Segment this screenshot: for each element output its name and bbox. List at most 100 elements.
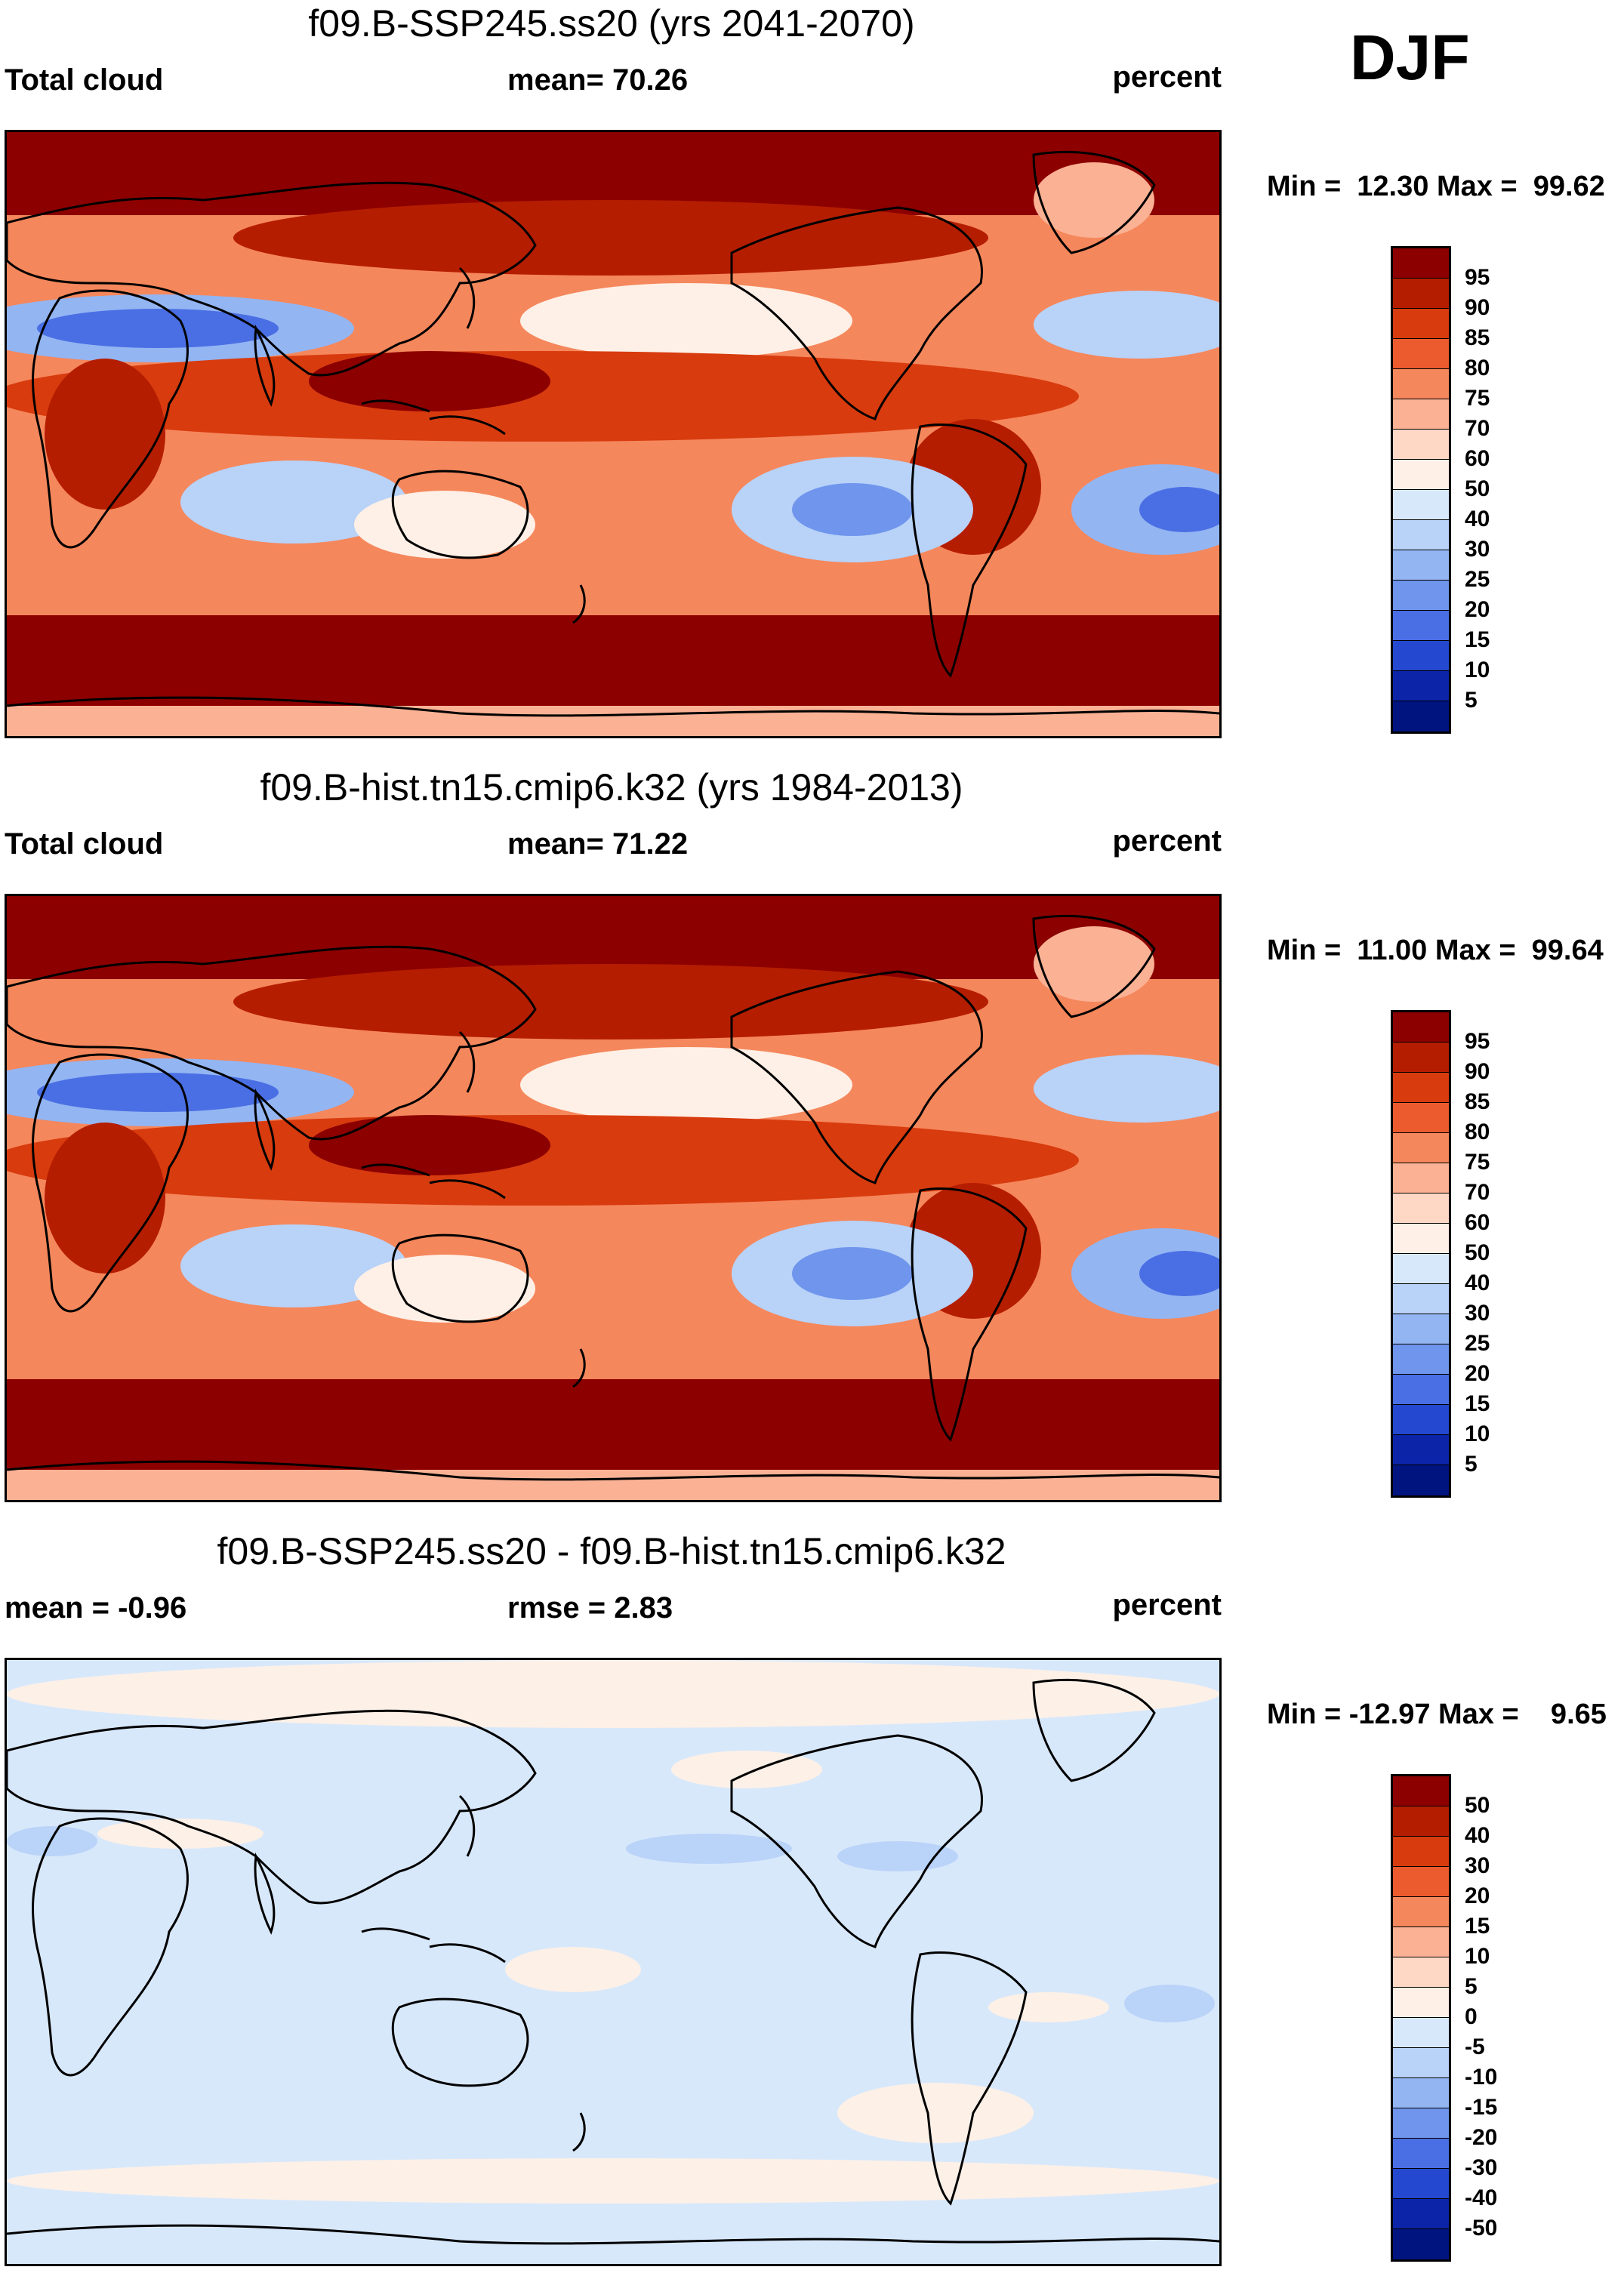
mean-label: mean= 71.22 xyxy=(507,827,689,861)
colorbar-box xyxy=(1393,1073,1449,1103)
colorbar-box xyxy=(1393,1988,1449,2018)
colorbar-box xyxy=(1393,1043,1449,1073)
colorbar-tick-label: 70 xyxy=(1465,416,1490,441)
colorbar-box xyxy=(1393,2048,1449,2078)
world-map xyxy=(5,894,1222,1502)
colorbar-box xyxy=(1393,2199,1449,2229)
colorbar-tick-label: 40 xyxy=(1465,1823,1490,1848)
colorbar-box xyxy=(1393,1314,1449,1344)
colorbar-box xyxy=(1393,2078,1449,2108)
colorbar-box xyxy=(1393,1375,1449,1405)
colorbar-tick-label: 40 xyxy=(1465,507,1490,531)
colorbar-tick-label: 50 xyxy=(1465,476,1490,501)
units-label: percent xyxy=(1112,824,1222,858)
colorbar-box xyxy=(1393,279,1449,309)
min-max-label: Min = 12.30 Max = 99.62 xyxy=(1267,171,1605,202)
colorbar-box xyxy=(1393,1133,1449,1163)
colorbar-tick-label: 60 xyxy=(1465,1210,1490,1235)
colorbar-box xyxy=(1393,248,1449,279)
colorbar-tick-label: 75 xyxy=(1465,386,1490,411)
colorbar-tick-label: 15 xyxy=(1465,1391,1490,1416)
panel-title: f09.B-SSP245.ss20 (yrs 2041-2070) xyxy=(308,2,915,45)
colorbar-tick-label: 10 xyxy=(1465,1944,1490,1969)
colorbar-box xyxy=(1393,1776,1449,1806)
colorbar-tick-label: 75 xyxy=(1465,1150,1490,1175)
colorbar-box xyxy=(1393,520,1449,550)
colorbar-tick-label: 80 xyxy=(1465,1120,1490,1144)
colorbar-box xyxy=(1393,1465,1449,1495)
colorbar-box xyxy=(1393,430,1449,460)
colorbar-tick-label: 50 xyxy=(1465,1793,1490,1818)
colorbar-tick-label: 70 xyxy=(1465,1180,1490,1205)
colorbar xyxy=(1391,1774,1451,2262)
colorbar-tick-label: 95 xyxy=(1465,1029,1490,1054)
colorbar-box xyxy=(1393,1344,1449,1375)
units-label: percent xyxy=(1112,60,1222,94)
colorbar-box xyxy=(1393,1927,1449,1957)
colorbar-tick-label: 90 xyxy=(1465,1059,1490,1084)
colorbar-tick-label: 10 xyxy=(1465,1421,1490,1446)
mean-label: mean = -0.96 xyxy=(5,1591,187,1625)
colorbar-tick-label: -50 xyxy=(1465,2216,1498,2241)
colorbar-box xyxy=(1393,2108,1449,2139)
season-label: DJF xyxy=(1350,22,1470,93)
colorbar-tick-label: -15 xyxy=(1465,2095,1498,2120)
colorbar-tick-label: 15 xyxy=(1465,1914,1490,1939)
colorbar-tick-label: 20 xyxy=(1465,1361,1490,1386)
colorbar-tick-label: -30 xyxy=(1465,2155,1498,2180)
colorbar-tick-label: 85 xyxy=(1465,1089,1490,1114)
colorbar-box xyxy=(1393,611,1449,641)
colorbar-box xyxy=(1393,309,1449,339)
colorbar-box xyxy=(1393,1163,1449,1193)
min-max-label: Min = 11.00 Max = 99.64 xyxy=(1267,935,1604,966)
colorbar-box xyxy=(1393,1193,1449,1224)
colorbar-box xyxy=(1393,339,1449,369)
colorbar-box xyxy=(1393,399,1449,430)
colorbar-tick-label: 5 xyxy=(1465,688,1478,713)
colorbar-tick-label: 95 xyxy=(1465,265,1490,290)
world-map xyxy=(5,1658,1222,2266)
panel-title: f09.B-hist.tn15.cmip6.k32 (yrs 1984-2013… xyxy=(260,766,963,808)
colorbar-tick-label: 80 xyxy=(1465,356,1490,380)
colorbar-tick-label: 25 xyxy=(1465,567,1490,592)
colorbar-tick-label: 25 xyxy=(1465,1331,1490,1356)
colorbar-tick-label: 85 xyxy=(1465,325,1490,350)
colorbar-box xyxy=(1393,1806,1449,1837)
colorbar-tick-label: 50 xyxy=(1465,1240,1490,1265)
colorbar-box xyxy=(1393,2018,1449,2048)
colorbar-box xyxy=(1393,1837,1449,1867)
colorbar-tick-label: 5 xyxy=(1465,1452,1478,1477)
colorbar xyxy=(1391,246,1451,734)
colorbar-box xyxy=(1393,2229,1449,2259)
variable-label: Total cloud xyxy=(5,63,164,97)
min-max-label: Min = -12.97 Max = 9.65 xyxy=(1267,1699,1607,1730)
colorbar-box xyxy=(1393,1224,1449,1254)
panel-title: f09.B-SSP245.ss20 - f09.B-hist.tn15.cmip… xyxy=(217,1530,1006,1572)
mean-label: mean= 70.26 xyxy=(507,63,689,97)
colorbar-tick-label: 20 xyxy=(1465,1883,1490,1908)
colorbar-box xyxy=(1393,1435,1449,1465)
world-map xyxy=(5,130,1222,738)
colorbar-box xyxy=(1393,1284,1449,1314)
colorbar-box xyxy=(1393,1254,1449,1284)
rmse-label: rmse = 2.83 xyxy=(507,1591,673,1625)
colorbar-tick-label: 90 xyxy=(1465,295,1490,320)
colorbar-box xyxy=(1393,460,1449,490)
colorbar-box xyxy=(1393,581,1449,611)
colorbar-tick-label: 20 xyxy=(1465,597,1490,622)
colorbar-box xyxy=(1393,1103,1449,1133)
colorbar-tick-label: -20 xyxy=(1465,2125,1498,2150)
colorbar-box xyxy=(1393,1012,1449,1043)
colorbar-box xyxy=(1393,2169,1449,2199)
colorbar-tick-label: 30 xyxy=(1465,1853,1490,1878)
colorbar-tick-label: 30 xyxy=(1465,1301,1490,1326)
colorbar-tick-label: 10 xyxy=(1465,658,1490,682)
colorbar-box xyxy=(1393,1867,1449,1897)
colorbar-box xyxy=(1393,671,1449,701)
colorbar-tick-label: 15 xyxy=(1465,627,1490,652)
colorbar-box xyxy=(1393,1897,1449,1927)
colorbar-tick-label: -5 xyxy=(1465,2034,1485,2059)
colorbar-tick-label: 0 xyxy=(1465,2004,1478,2029)
colorbar-tick-label: 40 xyxy=(1465,1270,1490,1295)
colorbar-box xyxy=(1393,490,1449,520)
